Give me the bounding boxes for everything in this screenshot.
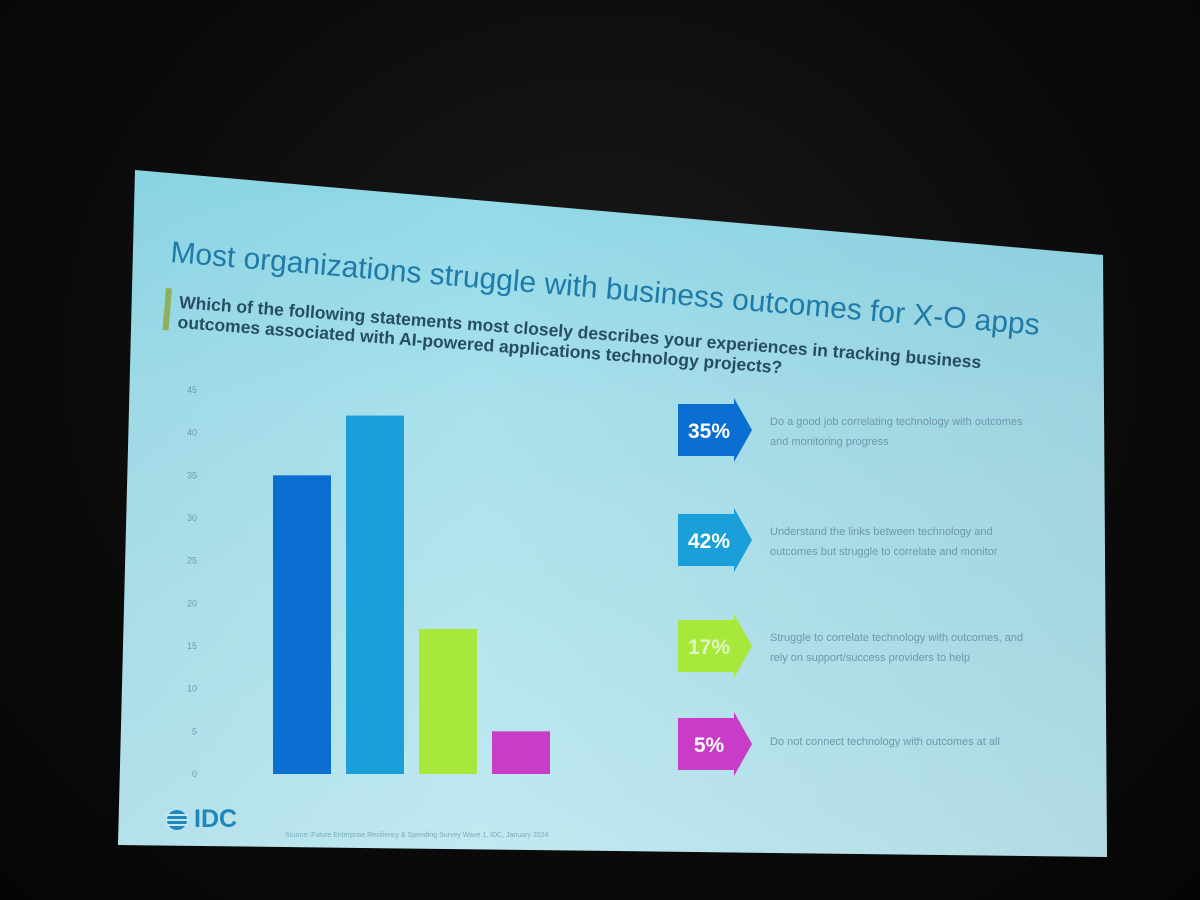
idc-logo-text: IDC: [194, 805, 238, 833]
bar-2: [346, 415, 404, 774]
y-tick-label: 5: [192, 726, 197, 736]
y-tick-label: 35: [187, 470, 197, 480]
y-tick-label: 25: [187, 556, 197, 566]
idc-globe-icon: [166, 809, 188, 830]
y-tick-label: 40: [187, 428, 197, 438]
source-note: Source: Future Enterprise Resiliency & S…: [285, 832, 549, 839]
callout-value: 5%: [693, 734, 725, 757]
callout-label: Do a good job correlating technology wit…: [770, 416, 1023, 448]
y-tick-label: 30: [187, 513, 197, 523]
bar-3: [419, 628, 477, 774]
callout-value: 17%: [687, 636, 731, 659]
y-tick-label: 15: [187, 641, 197, 651]
y-tick-label: 20: [187, 598, 197, 608]
y-tick-label: 45: [187, 385, 197, 395]
arrow-icon: [678, 508, 752, 572]
callout-label: Understand the links between technology …: [770, 526, 998, 558]
y-tick-label: 10: [187, 684, 197, 694]
idc-logo: IDC: [166, 805, 237, 834]
arrow-icon: [678, 398, 752, 462]
y-tick-label: 0: [192, 769, 197, 779]
arrow-icon: [678, 614, 752, 678]
bar-1: [273, 475, 331, 774]
callout-label: Do not connect technology with outcomes …: [770, 736, 1000, 748]
callout-value: 35%: [687, 420, 731, 443]
bar-4: [492, 731, 550, 774]
callout-value: 42%: [687, 530, 731, 553]
arrow-icon: [678, 712, 752, 776]
callout-label: Struggle to correlate technology with ou…: [770, 632, 1024, 664]
